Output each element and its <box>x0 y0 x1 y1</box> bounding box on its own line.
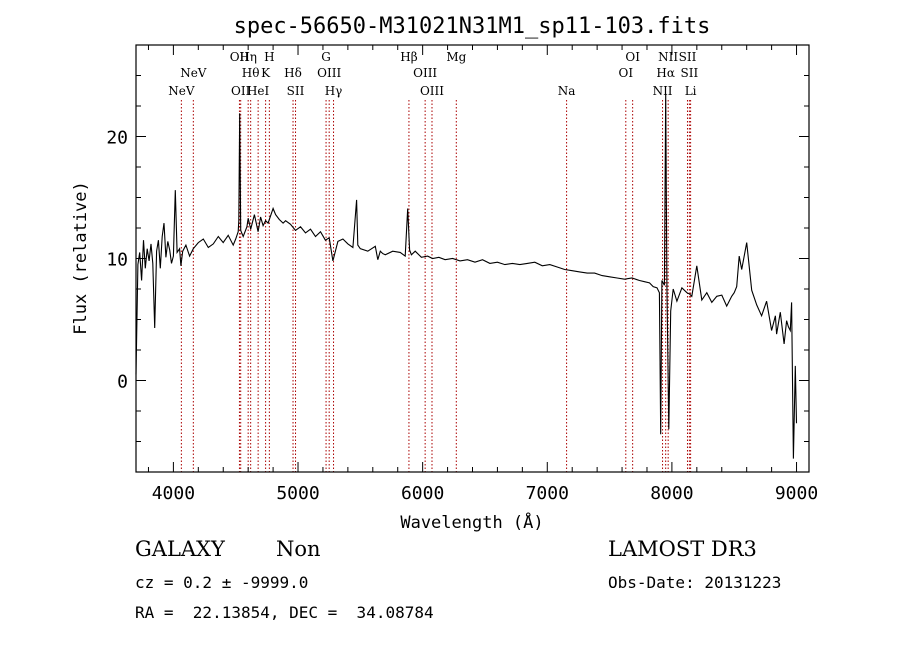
x-tick-label: 7000 <box>526 483 569 504</box>
emission-line-label: NeV <box>180 66 207 80</box>
x-axis-label: Wavelength (Å) <box>400 511 543 533</box>
spectrum-line <box>135 93 798 459</box>
y-tick-label: 20 <box>106 128 128 149</box>
survey-name: LAMOST DR3 <box>608 537 757 561</box>
emission-line-label: Mg <box>446 50 466 64</box>
y-axis-label: Flux (relative) <box>71 181 91 335</box>
x-tick-label: 9000 <box>775 483 818 504</box>
emission-line-label: OIII <box>420 84 444 98</box>
emission-line-label: NeV <box>168 84 195 98</box>
emission-line-label: Hγ <box>325 84 343 98</box>
x-tick-label: 6000 <box>401 483 444 504</box>
plot-frame <box>135 44 810 473</box>
emission-line-label: SII <box>681 66 699 80</box>
emission-line-label: Hβ <box>400 50 417 64</box>
emission-line-label: K <box>261 66 271 80</box>
emission-line-label: Hα <box>656 66 675 80</box>
object-subclass: Non <box>276 537 321 561</box>
emission-line-label: OI <box>619 66 634 80</box>
emission-line-label: SII <box>287 84 305 98</box>
chart-title: spec-56650-M31021N31M1_sp11-103.fits <box>234 14 711 39</box>
observation-date: Obs-Date: 20131223 <box>608 573 782 592</box>
emission-line-label: OII <box>230 50 250 64</box>
object-class: GALAXY <box>135 537 225 561</box>
emission-line-label: OIII <box>317 66 341 80</box>
emission-line-label: OII <box>231 84 251 98</box>
emission-line-label: Hη <box>239 50 257 64</box>
x-tick-label: 8000 <box>650 483 693 504</box>
emission-line-label: Hδ <box>284 66 302 80</box>
emission-line-label: OI <box>625 50 640 64</box>
emission-line-label: NII <box>653 84 673 98</box>
x-tick-label: 5000 <box>276 483 319 504</box>
y-axis-ticks: 0 10 20 <box>106 75 809 442</box>
x-tick-label: 4000 <box>152 483 195 504</box>
emission-line-label: H <box>264 50 274 64</box>
coordinates-readout: RA = 22.13854, DEC = 34.08784 <box>135 603 434 622</box>
y-tick-label: 10 <box>106 250 128 271</box>
emission-line-label: G <box>321 50 331 64</box>
x-axis-ticks: 4000 5000 6000 7000 8000 9000 <box>147 45 818 504</box>
emission-line-label: Na <box>558 84 576 98</box>
emission-line-label: HeI <box>247 84 270 98</box>
emission-line-label: SII <box>679 50 697 64</box>
emission-line-label: Li <box>685 84 697 98</box>
emission-line-label: Hθ <box>242 66 260 80</box>
redshift-readout: cz = 0.2 ± -9999.0 <box>135 573 309 592</box>
y-tick-label: 0 <box>117 372 128 393</box>
emission-line-label: NII <box>658 50 678 64</box>
emission-line-markers <box>180 100 692 472</box>
emission-line-label: OIII <box>413 66 437 80</box>
